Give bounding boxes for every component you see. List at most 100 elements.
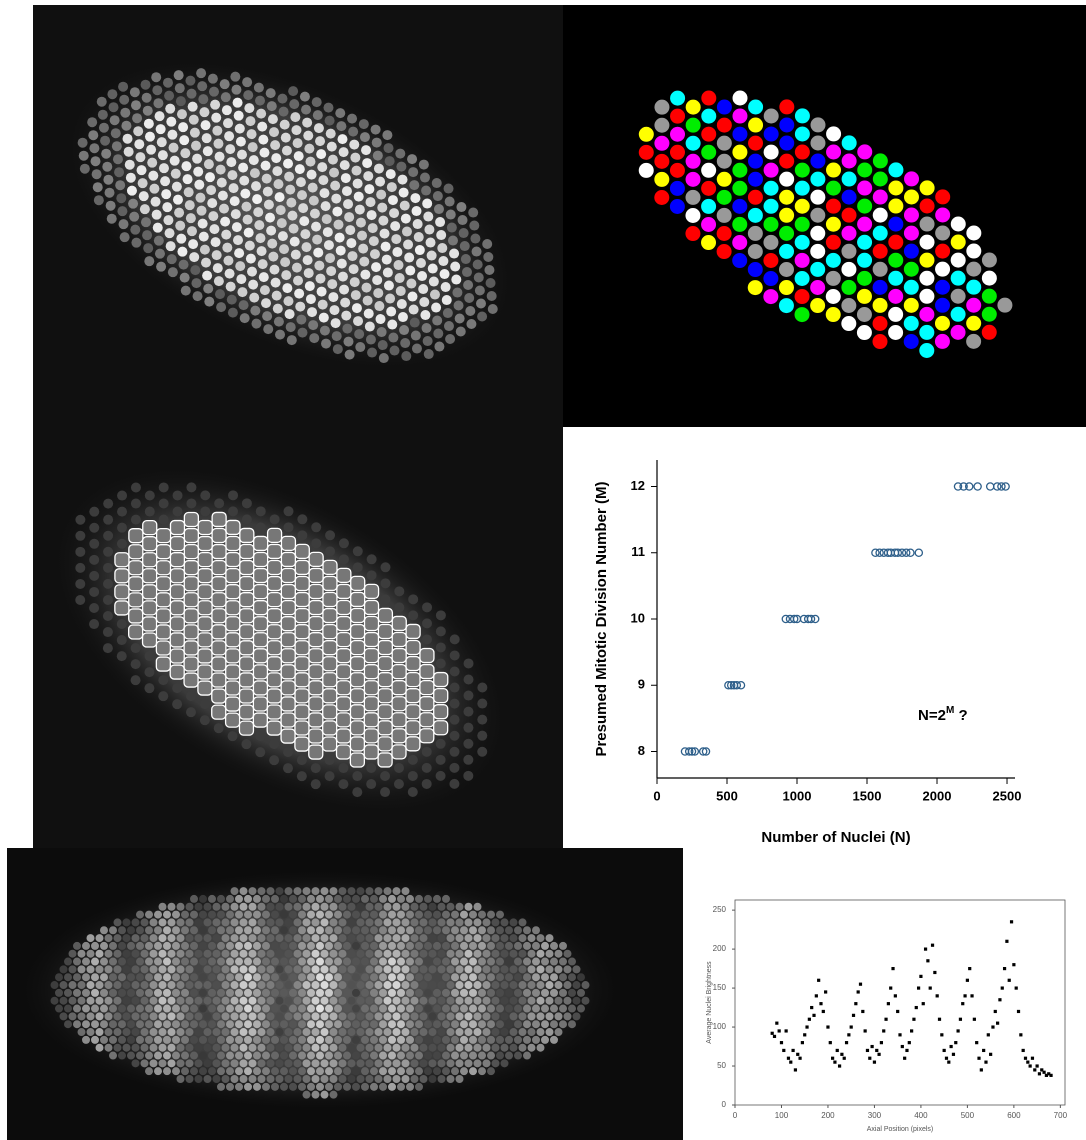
nucleus [496, 988, 504, 997]
nucleus [406, 894, 414, 903]
nucleus [283, 296, 294, 307]
nucleus [122, 918, 131, 927]
segmented-nucleus [778, 261, 794, 277]
nucleus [473, 1012, 482, 1021]
nucleus [100, 1020, 108, 1029]
nucleus [478, 1035, 486, 1044]
nucleus [282, 283, 293, 294]
data-point [1009, 920, 1014, 924]
nucleus [405, 265, 416, 276]
nucleus [523, 1004, 531, 1013]
nucleus [374, 1012, 383, 1021]
nucleus [145, 1004, 153, 1013]
nucleus [410, 965, 419, 974]
nucleus [280, 941, 288, 950]
segmented-nucleus [888, 324, 904, 340]
outlined-nucleus [322, 736, 338, 752]
nucleus [131, 1012, 140, 1021]
nucleus [486, 291, 497, 302]
nucleus [257, 981, 266, 990]
segmented-nucleus [903, 333, 919, 349]
nucleus [289, 973, 297, 982]
nucleus [235, 1004, 243, 1013]
nucleus [181, 161, 192, 172]
nucleus [343, 1051, 351, 1060]
segmented-nucleus [981, 288, 997, 304]
nucleus [68, 981, 77, 990]
nucleus [505, 926, 513, 935]
nucleus [446, 1059, 455, 1068]
nucleus [298, 1004, 306, 1013]
nucleus [449, 714, 460, 725]
nucleus [215, 164, 226, 175]
nucleus [343, 926, 351, 935]
x-tick-label: 500 [961, 1111, 975, 1120]
nucleus [158, 1012, 167, 1021]
nucleus [163, 1004, 171, 1013]
nucleus [185, 902, 194, 911]
nucleus [361, 1082, 369, 1091]
nucleus [190, 1035, 198, 1044]
nucleus [545, 965, 554, 974]
outlined-nucleus [405, 720, 421, 736]
outlined-nucleus [294, 720, 310, 736]
nucleus [401, 1043, 410, 1052]
data-point [968, 966, 972, 971]
segmented-nucleus [748, 99, 764, 115]
nucleus [143, 118, 154, 129]
nucleus [217, 1067, 225, 1076]
nucleus [284, 309, 295, 320]
nucleus [341, 186, 352, 197]
nucleus [325, 894, 333, 903]
nucleus [136, 941, 144, 950]
nucleus [366, 210, 377, 221]
nucleus [440, 282, 451, 293]
nucleus [280, 1020, 288, 1029]
segmented-nucleus [747, 171, 763, 187]
outlined-nucleus [294, 559, 310, 576]
segmented-nucleus [966, 261, 982, 277]
nucleus [127, 957, 135, 966]
nucleus [469, 1020, 477, 1029]
nucleus [295, 177, 306, 188]
nucleus [244, 1067, 252, 1076]
nucleus [212, 949, 221, 958]
data-point [928, 986, 932, 990]
nucleus [388, 894, 396, 903]
data-point [810, 614, 820, 624]
nucleus [214, 151, 225, 162]
nucleus [446, 1075, 455, 1084]
nucleus [156, 137, 167, 148]
nucleus [364, 184, 375, 195]
nucleus [262, 1067, 270, 1076]
nucleus [329, 981, 338, 990]
nucleus [311, 1028, 320, 1037]
nucleus [117, 490, 128, 501]
nucleus [338, 763, 349, 774]
nucleus [312, 110, 323, 121]
nucleus [342, 323, 353, 334]
nucleus [244, 1004, 252, 1013]
nucleus [238, 300, 249, 311]
nucleus [196, 68, 207, 79]
nucleus [419, 902, 428, 911]
outlined-nucleus [266, 640, 283, 656]
nucleus [409, 180, 420, 191]
nucleus [169, 155, 180, 166]
nucleus [323, 240, 334, 251]
nucleus [325, 1004, 333, 1013]
nucleus [131, 949, 140, 958]
outlined-nucleus [294, 543, 310, 560]
nucleus [338, 779, 349, 790]
outlined-nucleus [336, 599, 352, 616]
outlined-nucleus [197, 680, 213, 696]
nucleus [280, 1035, 288, 1044]
nucleus [228, 490, 239, 501]
nucleus [266, 887, 275, 896]
nucleus [358, 119, 369, 130]
nucleus [167, 1043, 176, 1052]
nucleus [457, 215, 468, 226]
nucleus [122, 965, 131, 974]
nucleus [406, 973, 414, 982]
data-point [840, 1052, 844, 1056]
